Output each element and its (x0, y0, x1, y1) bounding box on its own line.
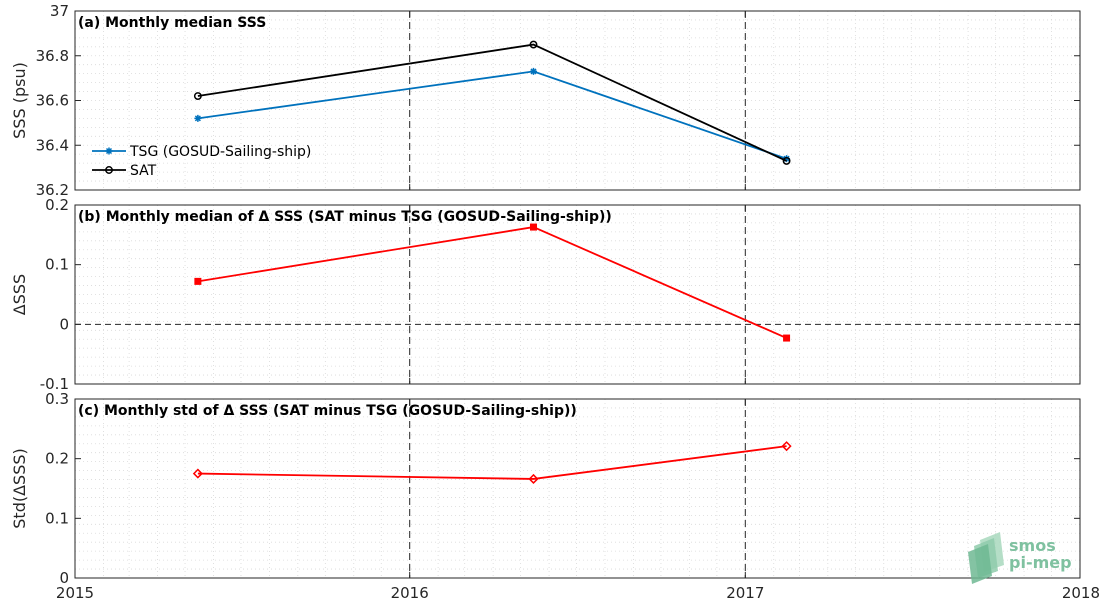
series-line (197, 43, 787, 162)
series-tsg-gosud-sailing-ship- (194, 67, 791, 163)
legend-label: SAT (130, 163, 157, 179)
data-point (193, 92, 202, 100)
logo-layers-icon (968, 532, 1004, 584)
y-tick-label: 36.8 (36, 47, 69, 65)
grid (74, 399, 1080, 578)
y-tick-label: 0.1 (45, 256, 69, 274)
series-delta-2 (192, 441, 792, 485)
smos-pi-mep-logo: smos pi-mep (968, 532, 1072, 584)
data-point (529, 40, 538, 49)
series-delta-1 (194, 223, 791, 342)
data-point (529, 223, 537, 231)
axes-box (74, 204, 1081, 385)
series-sat (193, 40, 791, 165)
y-axis-label: ΔSSS (10, 274, 29, 315)
x-tick-label: 2016 (391, 584, 429, 602)
grid (74, 11, 1080, 190)
y-tick-label: 0.1 (45, 509, 69, 527)
y-tick-label: 36.2 (36, 181, 69, 199)
y-tick-label: 0.2 (45, 196, 69, 214)
y-tick-label: 36.4 (36, 136, 69, 154)
data-point (192, 468, 203, 479)
series-line (197, 445, 787, 480)
panel-title: (a) Monthly median SSS (78, 15, 266, 31)
data-point (783, 334, 791, 342)
legend-entry: SAT (92, 163, 157, 179)
axes-box (74, 398, 1081, 579)
data-point (194, 114, 202, 122)
panel-b: -0.1 0 0.1 0.2 ΔSSS (b) Monthly median of Δ S… (10, 196, 1081, 393)
data-point (194, 277, 202, 285)
y-tick-label: 0 (59, 315, 69, 333)
data-point (528, 473, 539, 485)
data-point (781, 441, 792, 452)
logo-text-line2: pi-mep (1009, 553, 1072, 572)
panel-title: (b) Monthly median of Δ SSS (SAT minus T… (78, 209, 612, 225)
logo-text-line1: smos (1009, 536, 1056, 555)
y-axis-label: SSS (psu) (10, 62, 29, 139)
panel-a: 36.2 36.4 36.6 36.8 37 SSS (psu) (a) Monthly m… (10, 2, 1081, 199)
legend-entry: TSG (GOSUD-Sailing-ship) (92, 144, 311, 160)
panel-c: 0 0.1 0.2 0.3 Std(ΔSSS) (c) Monthly std of Δ … (10, 390, 1081, 587)
y-tick-label: 37 (50, 2, 69, 20)
y-tick-label: -0.1 (40, 375, 69, 393)
y-tick-label: 0 (59, 569, 69, 587)
y-axis-label: Std(ΔSSS) (10, 448, 29, 528)
x-tick-label: 2018 (1062, 584, 1100, 602)
panel-title: (c) Monthly std of Δ SSS (SAT minus TSG … (78, 403, 577, 419)
legend: TSG (GOSUD-Sailing-ship) SAT (92, 144, 311, 179)
series-line (197, 226, 787, 339)
legend-label: TSG (GOSUD-Sailing-ship) (129, 144, 311, 160)
grid (74, 205, 1080, 384)
y-tick-label: 0.3 (45, 390, 69, 408)
data-point (529, 67, 537, 75)
data-point (783, 155, 791, 163)
axes-box (74, 10, 1081, 191)
y-tick-label: 36.6 (36, 92, 69, 110)
data-point (782, 156, 791, 165)
y-tick-label: 0.2 (45, 450, 69, 468)
x-tick-label: 2015 (56, 584, 94, 602)
x-tick-label: 2017 (726, 584, 764, 602)
